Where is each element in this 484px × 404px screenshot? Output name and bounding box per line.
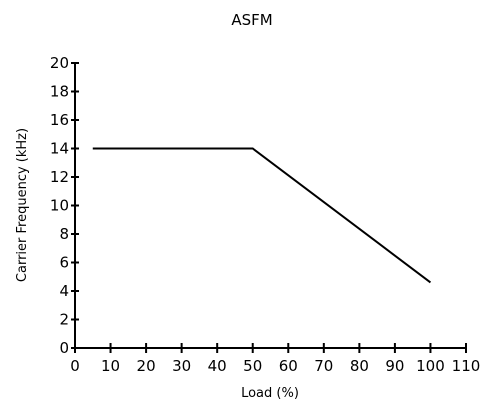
x-tick-label: 70 bbox=[314, 357, 333, 375]
y-tick-label: 4 bbox=[59, 282, 69, 300]
x-tick-label: 0 bbox=[70, 357, 80, 375]
x-tick-label: 80 bbox=[350, 357, 369, 375]
x-axis: 0 10 20 30 40 50 60 70 80 90 100 110 bbox=[70, 343, 480, 375]
series-line bbox=[92, 147, 432, 284]
x-tick-label: 100 bbox=[416, 357, 445, 375]
y-tick-label: 16 bbox=[50, 111, 69, 129]
y-tick-label: 0 bbox=[59, 339, 69, 357]
chart-title: ASFM bbox=[231, 11, 272, 29]
x-tick-label: 40 bbox=[208, 357, 227, 375]
x-tick-label: 50 bbox=[243, 357, 262, 375]
y-tick-label: 14 bbox=[50, 140, 69, 158]
y-tick-label: 20 bbox=[50, 54, 69, 72]
y-tick-label: 8 bbox=[59, 225, 69, 243]
y-tick-label: 2 bbox=[59, 311, 69, 329]
y-tick-label: 6 bbox=[59, 254, 69, 272]
x-tick-label: 30 bbox=[172, 357, 191, 375]
y-tick-label: 18 bbox=[50, 83, 69, 101]
y-tick-label: 10 bbox=[50, 197, 69, 215]
x-tick-label: 110 bbox=[452, 357, 481, 375]
x-tick-label: 90 bbox=[385, 357, 404, 375]
y-axis: 0 2 4 6 8 10 12 14 16 18 20 bbox=[50, 54, 79, 357]
x-tick-label: 60 bbox=[279, 357, 298, 375]
series-layer bbox=[92, 147, 432, 284]
y-axis-title: Carrier Frequency (kHz) bbox=[15, 128, 30, 282]
y-tick-label: 12 bbox=[50, 168, 69, 186]
x-tick-label: 10 bbox=[101, 357, 120, 375]
x-tick-label: 20 bbox=[137, 357, 156, 375]
x-axis-title: Load (%) bbox=[241, 386, 299, 400]
